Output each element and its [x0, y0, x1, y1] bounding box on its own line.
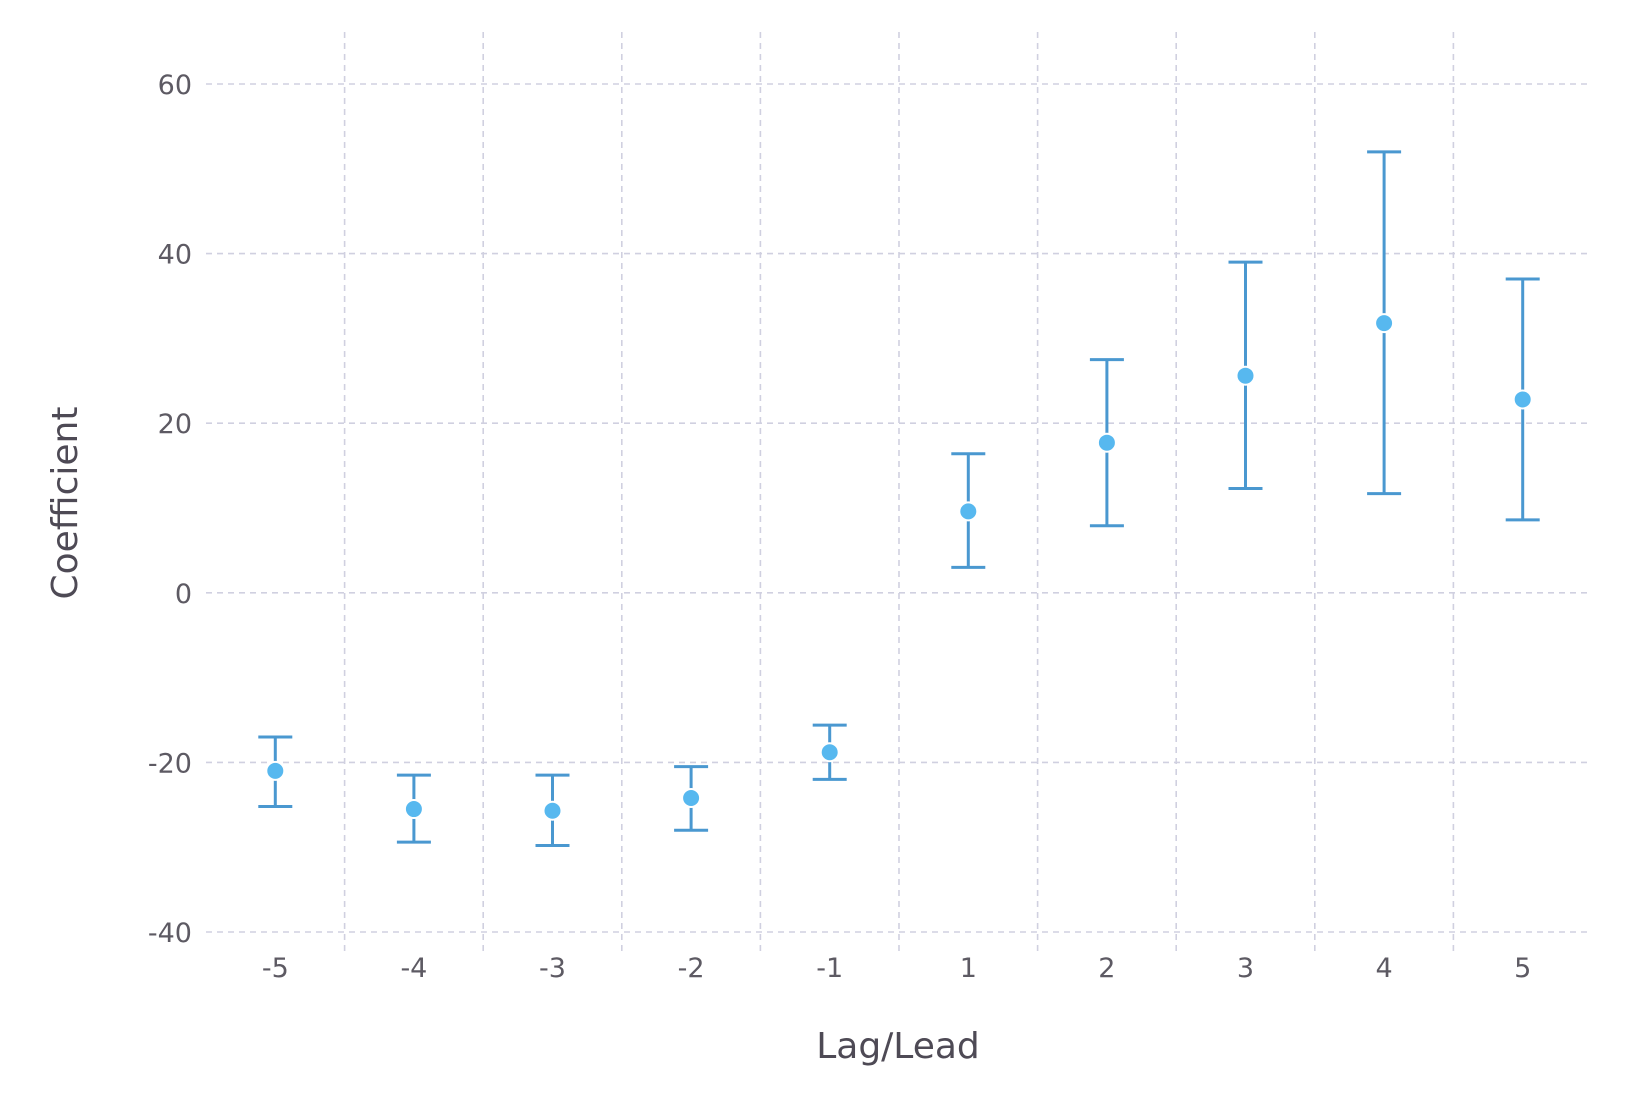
point-estimate: [542, 800, 563, 821]
y-tick-label: 0: [175, 579, 192, 610]
x-tick-label: 5: [1514, 953, 1531, 984]
point-estimate: [958, 501, 979, 522]
x-tick-label: -5: [262, 953, 289, 984]
point-estimate: [819, 742, 840, 763]
x-axis-title: Lag/Lead: [816, 1026, 980, 1067]
point-estimate: [403, 799, 424, 820]
grid-lines: [206, 32, 1592, 955]
point-estimate: [681, 788, 702, 809]
point-estimate: [265, 760, 286, 781]
x-tick-label: -3: [539, 953, 566, 984]
x-axis-ticks: -5 -4 -3 -2 -1 1 2 3 4 5: [262, 953, 1531, 984]
y-tick-label: 40: [158, 240, 192, 271]
x-tick-label: -4: [400, 953, 427, 984]
y-tick-label: -20: [148, 748, 192, 779]
y-axis-ticks: -40 -20 0 20 40 60: [148, 70, 192, 949]
point-estimate: [1374, 313, 1395, 334]
point-estimate: [1512, 389, 1533, 410]
y-tick-label: -40: [148, 918, 192, 949]
y-tick-label: 60: [158, 70, 192, 101]
x-tick-label: 1: [960, 953, 977, 984]
x-tick-label: 4: [1376, 953, 1393, 984]
y-tick-label: 20: [158, 409, 192, 440]
point-estimate: [1235, 365, 1256, 386]
x-tick-label: 2: [1098, 953, 1115, 984]
x-tick-label: 3: [1237, 953, 1254, 984]
y-axis-title: Coefficient: [45, 407, 86, 600]
point-estimates: [265, 313, 1533, 821]
x-tick-label: -2: [678, 953, 705, 984]
point-estimate: [1096, 432, 1117, 453]
x-tick-label: -1: [816, 953, 843, 984]
